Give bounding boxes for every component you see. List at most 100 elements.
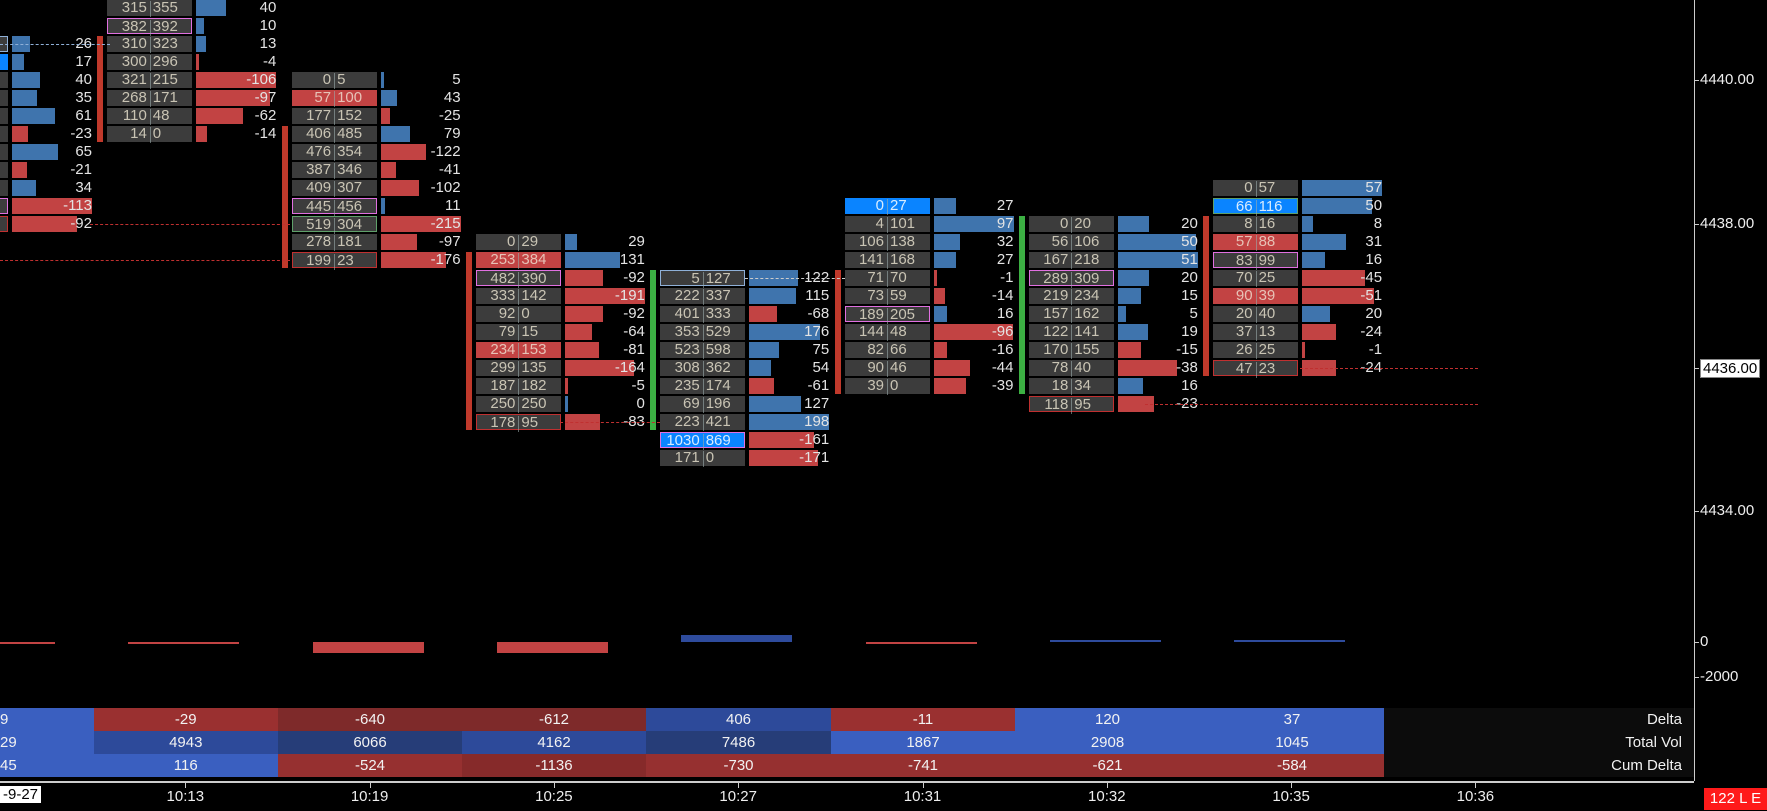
footprint-cell[interactable]: 250 250: [475, 395, 561, 413]
footprint-cell[interactable]: 14 0: [107, 126, 193, 144]
footprint-cell[interactable]: 37 13: [1213, 323, 1299, 341]
footprint-cell[interactable]: 66 116: [1213, 198, 1299, 217]
footprint-cell[interactable]: 39 0: [844, 377, 930, 395]
footprint-cell[interactable]: [0, 108, 8, 125]
cell-separator: [702, 378, 704, 395]
footprint-cell[interactable]: 321 215: [107, 72, 193, 90]
candle-side-bar: [1018, 216, 1025, 394]
footprint-cell[interactable]: 141 168: [844, 251, 930, 269]
footprint-cell[interactable]: [0, 54, 8, 71]
footprint-cell[interactable]: 82 66: [844, 341, 930, 359]
footprint-cell[interactable]: 353 529: [660, 323, 746, 341]
footprint-cell[interactable]: 199 23: [291, 251, 377, 270]
footprint-cell[interactable]: 235 174: [660, 377, 746, 395]
footprint-cell[interactable]: [0, 198, 8, 215]
footprint-cell[interactable]: 92 0: [475, 305, 561, 323]
cell-separator: [1071, 378, 1073, 395]
footprint-cell[interactable]: 26 25: [1213, 341, 1299, 359]
footprint-cell[interactable]: 157 162: [1028, 305, 1114, 323]
ask-volume: 171: [152, 89, 178, 107]
footprint-cell[interactable]: [0, 126, 8, 143]
footprint-cell[interactable]: 71 70: [844, 269, 930, 287]
footprint-cell[interactable]: 310 323: [107, 36, 193, 54]
footprint-cell[interactable]: 122 141: [1028, 323, 1114, 341]
footprint-cell[interactable]: 167 218: [1028, 251, 1114, 269]
footprint-cell[interactable]: 0 27: [844, 198, 930, 216]
footprint-cell[interactable]: 409 307: [291, 180, 377, 198]
footprint-cell[interactable]: 187 182: [475, 377, 561, 395]
footprint-cell[interactable]: 223 421: [660, 413, 746, 431]
footprint-chart[interactable]: 26 17 40 35 61 -23 65 -21 34 -113 -92 315 355 40 382 39…: [0, 0, 1694, 700]
footprint-cell[interactable]: 189 205: [844, 305, 930, 324]
footprint-cell[interactable]: 177 152: [291, 108, 377, 126]
footprint-cell[interactable]: 333 142: [475, 287, 561, 305]
footprint-cell[interactable]: 178 95: [475, 413, 561, 432]
bid-volume: 278: [306, 232, 332, 250]
footprint-cell[interactable]: 476 354: [291, 144, 377, 162]
delta-bar: [1117, 359, 1178, 376]
footprint-cell[interactable]: 118 95: [1028, 395, 1114, 414]
footprint-cell[interactable]: 171 0: [660, 449, 746, 467]
footprint-cell[interactable]: 278 181: [291, 232, 377, 251]
footprint-cell[interactable]: 170 155: [1028, 341, 1114, 359]
footprint-cell[interactable]: 222 337: [660, 287, 746, 305]
footprint-cell[interactable]: 90 39: [1213, 287, 1299, 305]
footprint-cell[interactable]: [0, 180, 8, 197]
footprint-cell[interactable]: 300 296: [107, 53, 193, 72]
ask-volume: 138: [890, 232, 916, 250]
footprint-cell[interactable]: [0, 162, 8, 179]
footprint-cell[interactable]: 519 304: [291, 216, 377, 234]
footprint-cell[interactable]: 20 40: [1213, 305, 1299, 323]
footprint-cell[interactable]: 8 16: [1213, 216, 1299, 233]
footprint-cell[interactable]: 106 138: [844, 232, 930, 251]
footprint-cell[interactable]: 253 384: [475, 251, 561, 269]
footprint-cell[interactable]: 482 390: [475, 269, 561, 288]
footprint-cell[interactable]: 401 333: [660, 305, 746, 323]
time-axis[interactable]: -9-27 10:13 10:19 10:25 10:27 10:31 10:32 10:35…: [0, 781, 1694, 811]
footprint-cell[interactable]: [0, 216, 8, 232]
footprint-cell[interactable]: 83 99: [1213, 251, 1299, 270]
footprint-cell[interactable]: 268 171: [107, 89, 193, 108]
price-line: [0, 44, 110, 46]
footprint-cell[interactable]: 73 59: [844, 287, 930, 305]
time-tick: [738, 783, 740, 788]
footprint-cell[interactable]: 0 29: [475, 233, 561, 251]
time-tick: [1475, 783, 1477, 788]
footprint-cell[interactable]: 0 57: [1213, 180, 1299, 198]
footprint-cell[interactable]: 90 46: [844, 359, 930, 377]
footprint-cell[interactable]: 70 25: [1213, 269, 1299, 287]
price-tick: [1694, 80, 1699, 82]
footprint-cell[interactable]: 299 135: [475, 359, 561, 377]
delta-cell: -640: [278, 708, 462, 731]
footprint-cell[interactable]: 1030 869: [660, 431, 746, 450]
footprint-cell[interactable]: 234 153: [475, 341, 561, 359]
footprint-cell[interactable]: 0 20: [1028, 216, 1114, 233]
footprint-cell[interactable]: 18 34: [1028, 377, 1114, 395]
footprint-cell[interactable]: 69 196: [660, 395, 746, 413]
delta-value: -15: [1176, 340, 1198, 358]
footprint-cell[interactable]: [0, 90, 8, 107]
footprint-cell[interactable]: 289 309: [1028, 269, 1114, 288]
footprint-cell[interactable]: 523 598: [660, 341, 746, 359]
footprint-cell[interactable]: 406 485: [291, 126, 377, 144]
footprint-cell[interactable]: 110 48: [107, 108, 193, 126]
footprint-cell[interactable]: 445 456: [291, 198, 377, 217]
footprint-cell[interactable]: 4 101: [844, 216, 930, 233]
footprint-cell[interactable]: 387 346: [291, 162, 377, 180]
footprint-cell[interactable]: 5 127: [660, 269, 746, 288]
footprint-cell[interactable]: 79 15: [475, 323, 561, 341]
footprint-cell[interactable]: 56 106: [1028, 233, 1114, 251]
footprint-cell[interactable]: 78 40: [1028, 359, 1114, 377]
footprint-cell[interactable]: 315 355: [107, 0, 193, 18]
footprint-cell[interactable]: 144 48: [844, 323, 930, 341]
footprint-cell[interactable]: 382 392: [107, 18, 193, 37]
footprint-cell[interactable]: 57 100: [291, 90, 377, 108]
footprint-cell[interactable]: [0, 144, 8, 161]
bid-volume: 300: [121, 53, 147, 71]
footprint-cell[interactable]: 57 88: [1213, 233, 1299, 251]
footprint-cell[interactable]: [0, 72, 8, 89]
footprint-cell[interactable]: 47 23: [1213, 359, 1299, 378]
footprint-cell[interactable]: 308 362: [660, 359, 746, 377]
footprint-cell[interactable]: 219 234: [1028, 287, 1114, 305]
